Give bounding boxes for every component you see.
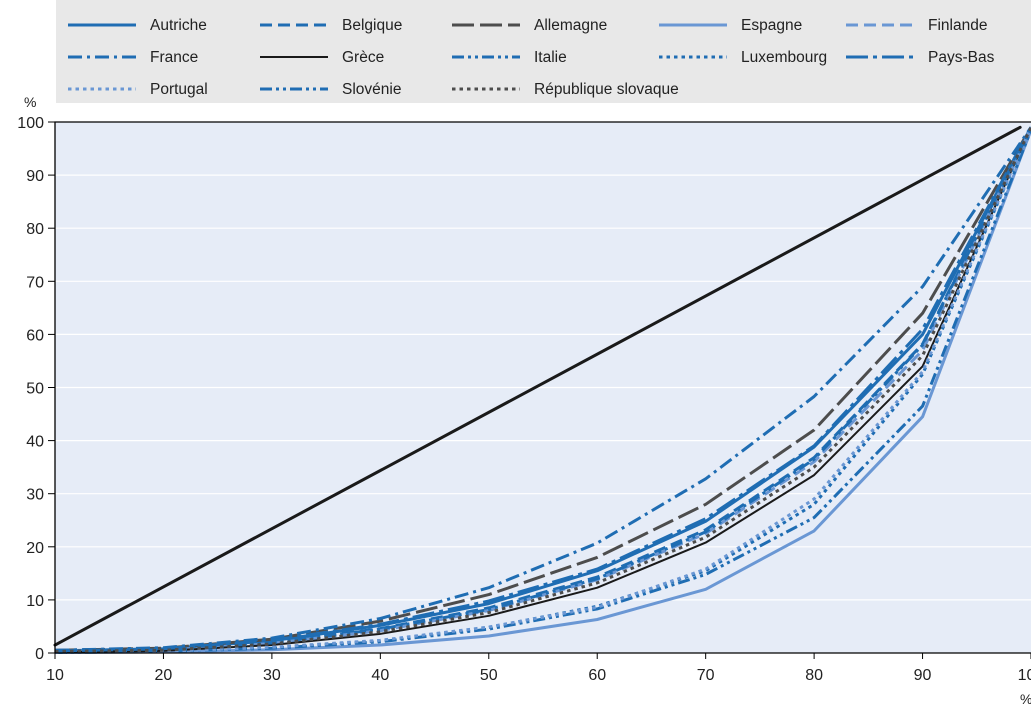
legend-label: Belgique xyxy=(342,17,402,34)
legend-item: Portugal xyxy=(68,81,208,98)
y-tick-label: 60 xyxy=(26,327,44,344)
x-tick-label: 40 xyxy=(371,667,389,684)
x-tick-label: 70 xyxy=(697,667,715,684)
legend-item: République slovaque xyxy=(452,81,679,98)
y-tick-label: 100 xyxy=(17,115,44,132)
x-tick-label: 50 xyxy=(480,667,498,684)
legend-item: Autriche xyxy=(68,17,207,34)
legend-item: Pays-Bas xyxy=(846,49,995,66)
y-tick-label: 10 xyxy=(26,593,44,610)
series-line-pays-bas xyxy=(54,126,1031,653)
x-tick-label: 60 xyxy=(588,667,606,684)
y-tick-label: 0 xyxy=(35,646,44,663)
legend: Autriche Belgique Allemagne Espagne Finlande… xyxy=(68,17,995,98)
equality-line xyxy=(53,125,1022,647)
legend-item: Grèce xyxy=(260,49,384,66)
y-tick-label: 90 xyxy=(26,168,44,185)
legend-item: Belgique xyxy=(260,17,402,34)
series-line-france xyxy=(54,126,1031,652)
x-tick-label: 80 xyxy=(805,667,823,684)
legend-label: Luxembourg xyxy=(741,49,827,66)
legend-item: Allemagne xyxy=(452,17,607,34)
legend-label: Portugal xyxy=(150,81,208,98)
y-axis: 0 10 20 30 40 50 60 70 80 90 100 xyxy=(17,115,55,663)
legend-label: Grèce xyxy=(342,49,384,66)
x-tick-label: 30 xyxy=(263,667,281,684)
legend-label: Autriche xyxy=(150,17,207,34)
x-tick-label: 10 xyxy=(46,667,64,684)
legend-label: Slovénie xyxy=(342,81,401,98)
legend-background xyxy=(56,0,1031,103)
legend-label: Allemagne xyxy=(534,17,607,34)
legend-item: Espagne xyxy=(659,17,802,34)
y-tick-label: 30 xyxy=(26,487,44,504)
y-tick-label: 40 xyxy=(26,434,44,451)
legend-item: France xyxy=(68,49,198,66)
legend-item: Italie xyxy=(452,49,567,66)
legend-item: Slovénie xyxy=(260,81,401,98)
legend-item: Luxembourg xyxy=(659,49,827,66)
x-tick-label: 20 xyxy=(155,667,173,684)
series-line-finlande xyxy=(54,126,1031,653)
series-layer xyxy=(53,125,1031,654)
x-axis-unit-label: % xyxy=(1020,691,1031,705)
y-tick-label: 50 xyxy=(26,381,44,398)
legend-label: Pays-Bas xyxy=(928,49,995,66)
x-axis: 10 20 30 40 50 60 70 80 90 100 xyxy=(46,653,1031,684)
series-line-allemagne xyxy=(54,126,1031,652)
x-tick-label: 90 xyxy=(914,667,932,684)
legend-label: Italie xyxy=(534,49,567,66)
series-line-italie xyxy=(54,129,1031,654)
y-tick-label: 80 xyxy=(26,221,44,238)
x-tick-label: 100 xyxy=(1018,667,1031,684)
y-axis-unit-label: % xyxy=(24,94,36,110)
y-tick-label: 70 xyxy=(26,274,44,291)
legend-label: Finlande xyxy=(928,17,987,34)
series-line-espagne xyxy=(54,129,1031,654)
series-line-r-publique-slovaque xyxy=(54,126,1031,653)
legend-label: Espagne xyxy=(741,17,802,34)
y-tick-label: 20 xyxy=(26,540,44,557)
series-line-slov-nie xyxy=(54,126,1031,653)
legend-label: République slovaque xyxy=(534,81,679,98)
series-line-portugal xyxy=(54,126,1031,654)
legend-label: France xyxy=(150,49,198,66)
series-line-gr-ce xyxy=(54,126,1031,653)
legend-item: Finlande xyxy=(846,17,987,34)
